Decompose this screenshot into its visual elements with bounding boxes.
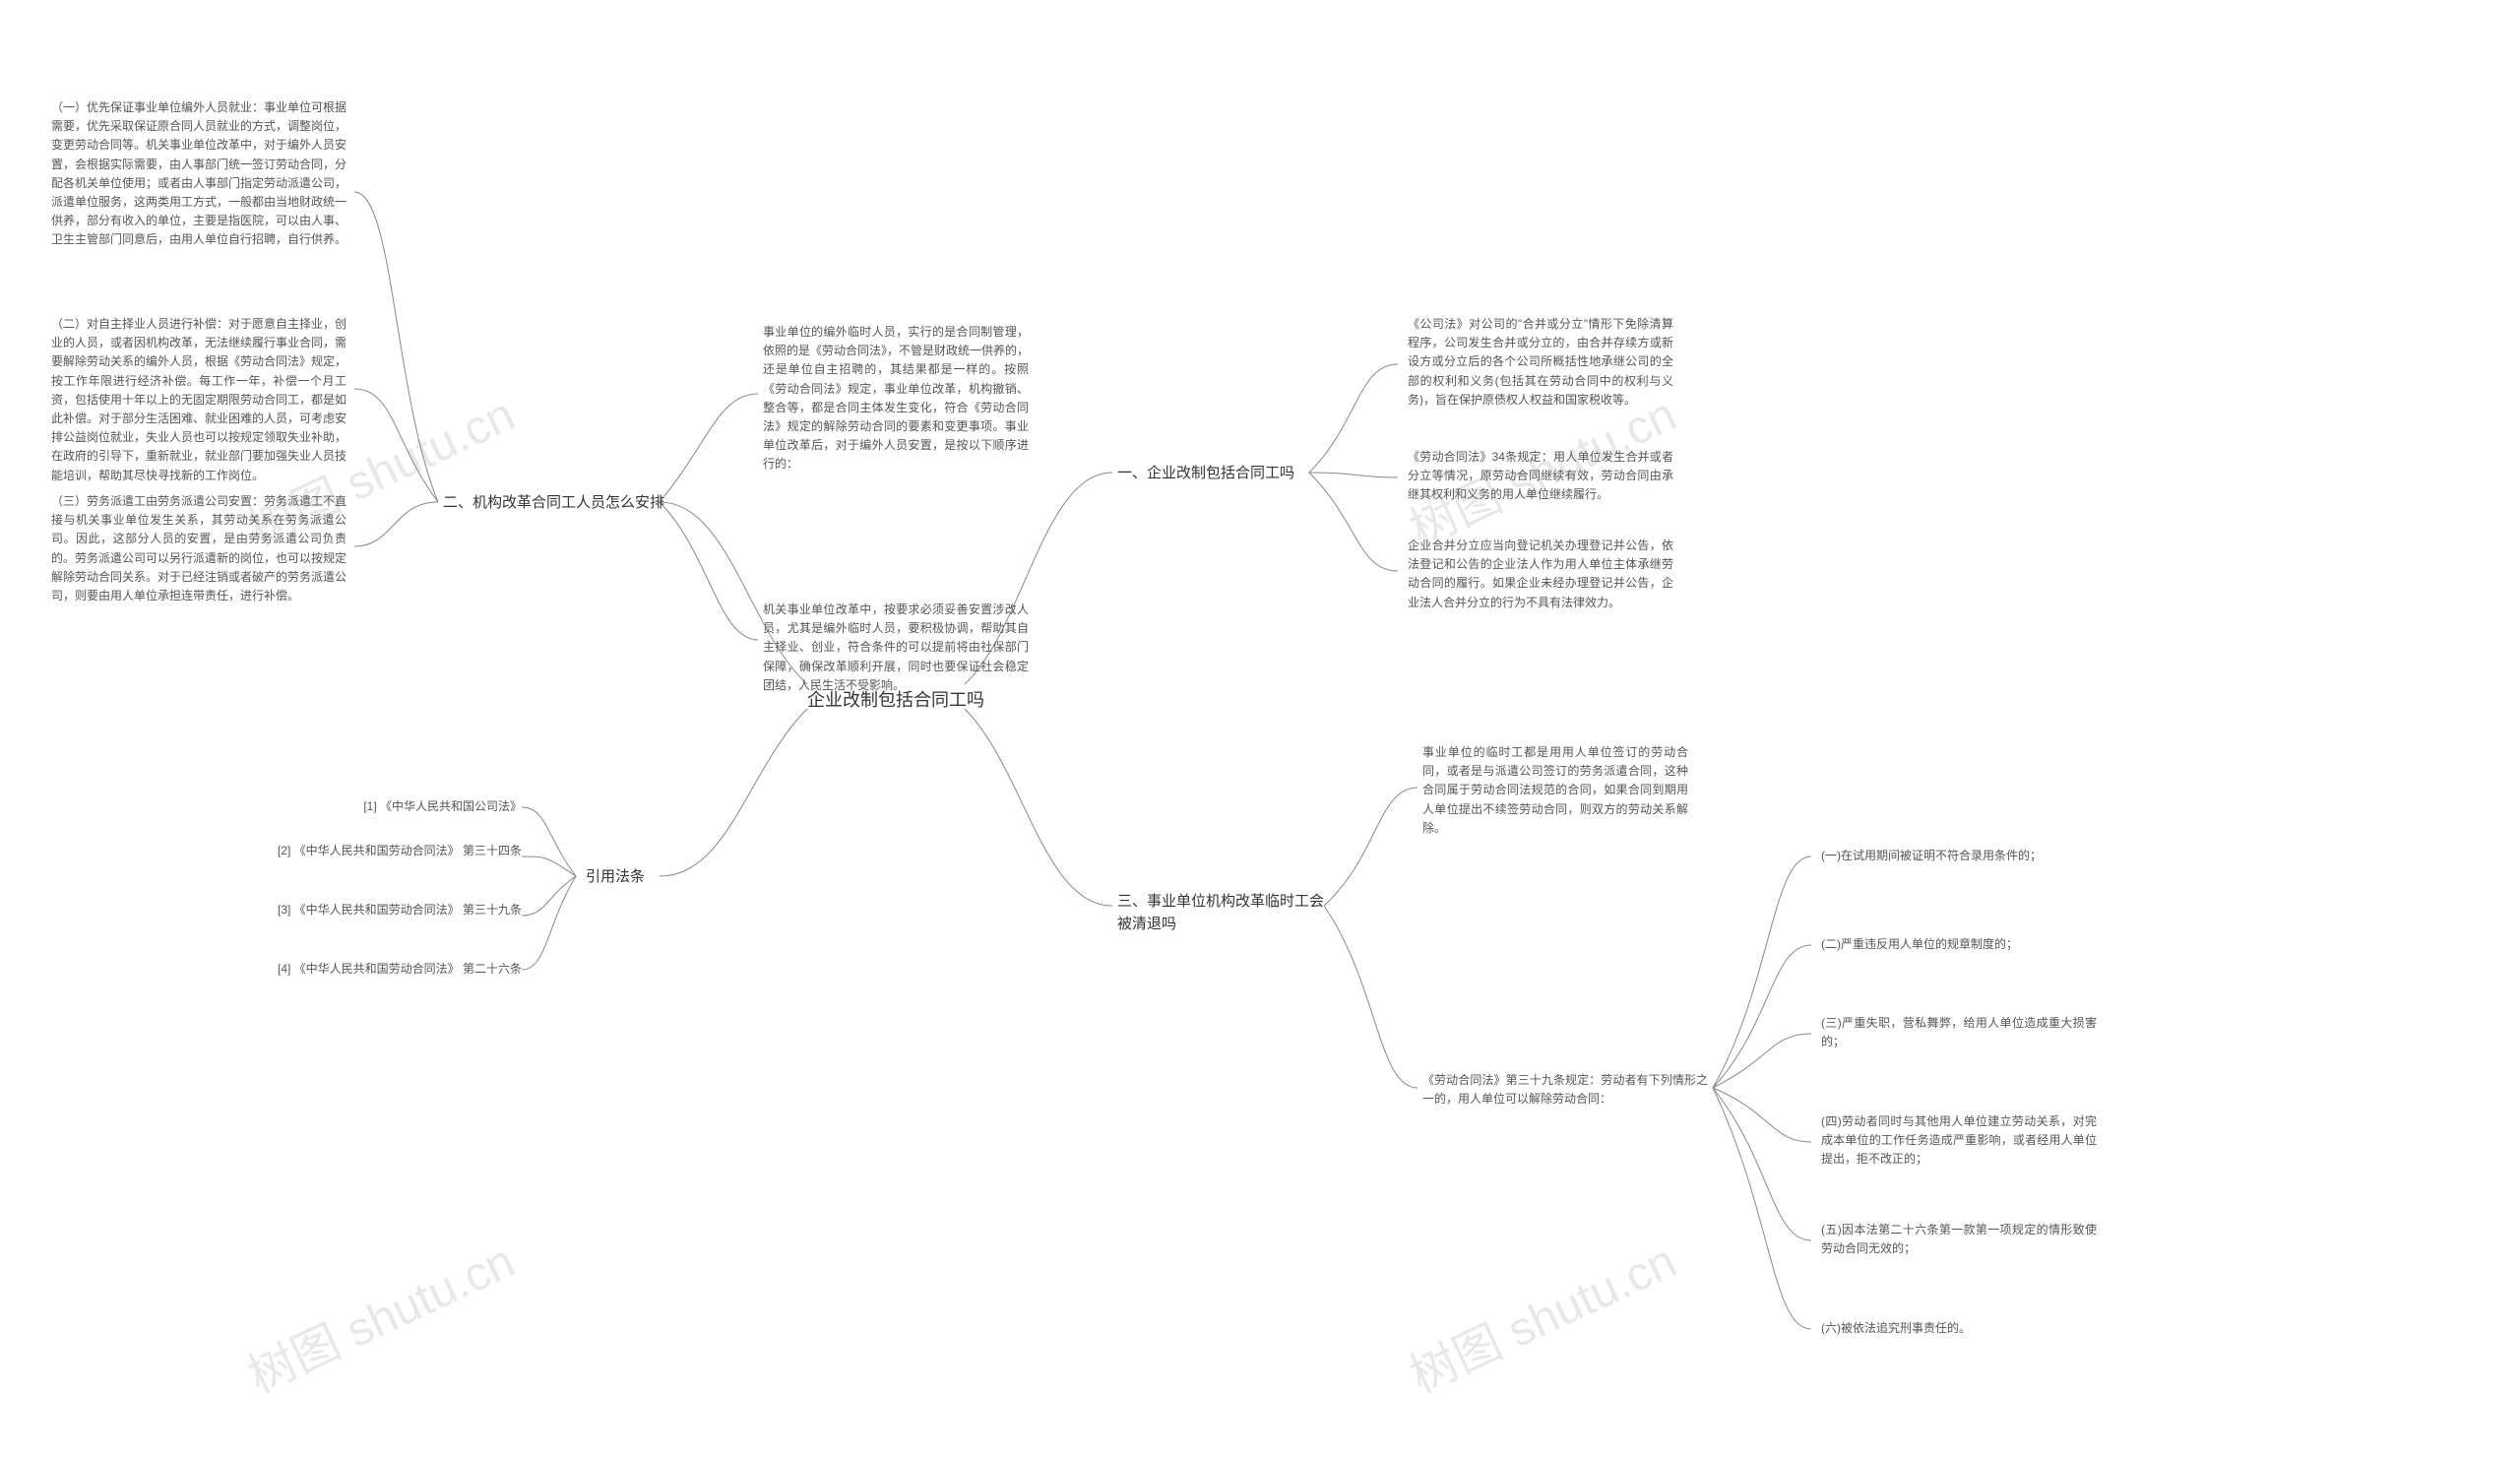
- branch3-leaf1: 事业单位的临时工都是用用人单位签订的劳动合同，或者是与派遣公司签订的劳务派遣合同…: [1422, 743, 1688, 838]
- branch3-item1: (一)在试用期间被证明不符合录用条件的；: [1821, 847, 2097, 865]
- branch1-leaf2: 《劳动合同法》34条规定：用人单位发生合并或者分立等情况，原劳动合同继续有效，劳…: [1408, 448, 1673, 505]
- branch4-title: 引用法条: [586, 866, 664, 889]
- watermark: 树图 shutu.cn: [235, 1223, 524, 1406]
- branch3-sub2: 《劳动合同法》第三十九条规定：劳动者有下列情形之一的，用人单位可以解除劳动合同：: [1422, 1071, 1708, 1109]
- branch4-leaf3: [3] 《中华人民共和国劳动合同法》 第三十九条: [276, 901, 522, 919]
- branch4-leaf1: [1] 《中华人民共和国公司法》: [305, 797, 522, 816]
- branch1-leaf1: 《公司法》对公司的"合并或分立"情形下免除清算程序，公司发生合并或分立的，由合并…: [1408, 315, 1673, 410]
- branch2-leaf5: 机关事业单位改革中，按要求必须妥善安置涉改人员，尤其是编外临时人员，要积极协调，…: [763, 601, 1029, 695]
- branch3-title: 三、事业单位机构改革临时工会被清退吗: [1117, 891, 1334, 935]
- branch1-leaf3: 企业合并分立应当向登记机关办理登记并公告，依法登记和公告的企业法人作为用人单位主…: [1408, 537, 1673, 612]
- branch3-item2: (二)严重违反用人单位的规章制度的；: [1821, 935, 2097, 954]
- branch4-leaf2: [2] 《中华人民共和国劳动合同法》 第三十四条: [276, 842, 522, 860]
- branch4-leaf4: [4] 《中华人民共和国劳动合同法》 第二十六条: [276, 960, 522, 979]
- branch2-leaf4: 事业单位的编外临时人员，实行的是合同制管理，依照的是《劳动合同法》，不管是财政统…: [763, 323, 1029, 475]
- mindmap-connectors: [0, 0, 2520, 1458]
- branch2-leaf2: （二）对自主择业人员进行补偿：对于愿意自主择业，创业的人员，或者因机构改革，无法…: [51, 315, 346, 485]
- branch3-item6: (六)被依法追究刑事责任的。: [1821, 1319, 2097, 1338]
- branch2-title: 二、机构改革合同工人员怎么安排: [443, 492, 669, 515]
- branch3-item3: (三)严重失职，营私舞弊，给用人单位造成重大损害的；: [1821, 1014, 2097, 1051]
- branch3-item5: (五)因本法第二十六条第一款第一项规定的情形致使劳动合同无效的；: [1821, 1221, 2097, 1258]
- branch3-item4: (四)劳动者同时与其他用人单位建立劳动关系，对完成本单位的工作任务造成严重影响，…: [1821, 1112, 2097, 1170]
- branch2-leaf1: （一）优先保证事业单位编外人员就业：事业单位可根据需要，优先采取保证原合同人员就…: [51, 98, 346, 250]
- branch1-title: 一、企业改制包括合同工吗: [1117, 463, 1314, 485]
- watermark: 树图 shutu.cn: [1397, 1223, 1685, 1406]
- branch2-leaf3: （三）劳务派遣工由劳务派遣公司安置：劳务派遣工不直接与机关事业单位发生关系，其劳…: [51, 492, 346, 605]
